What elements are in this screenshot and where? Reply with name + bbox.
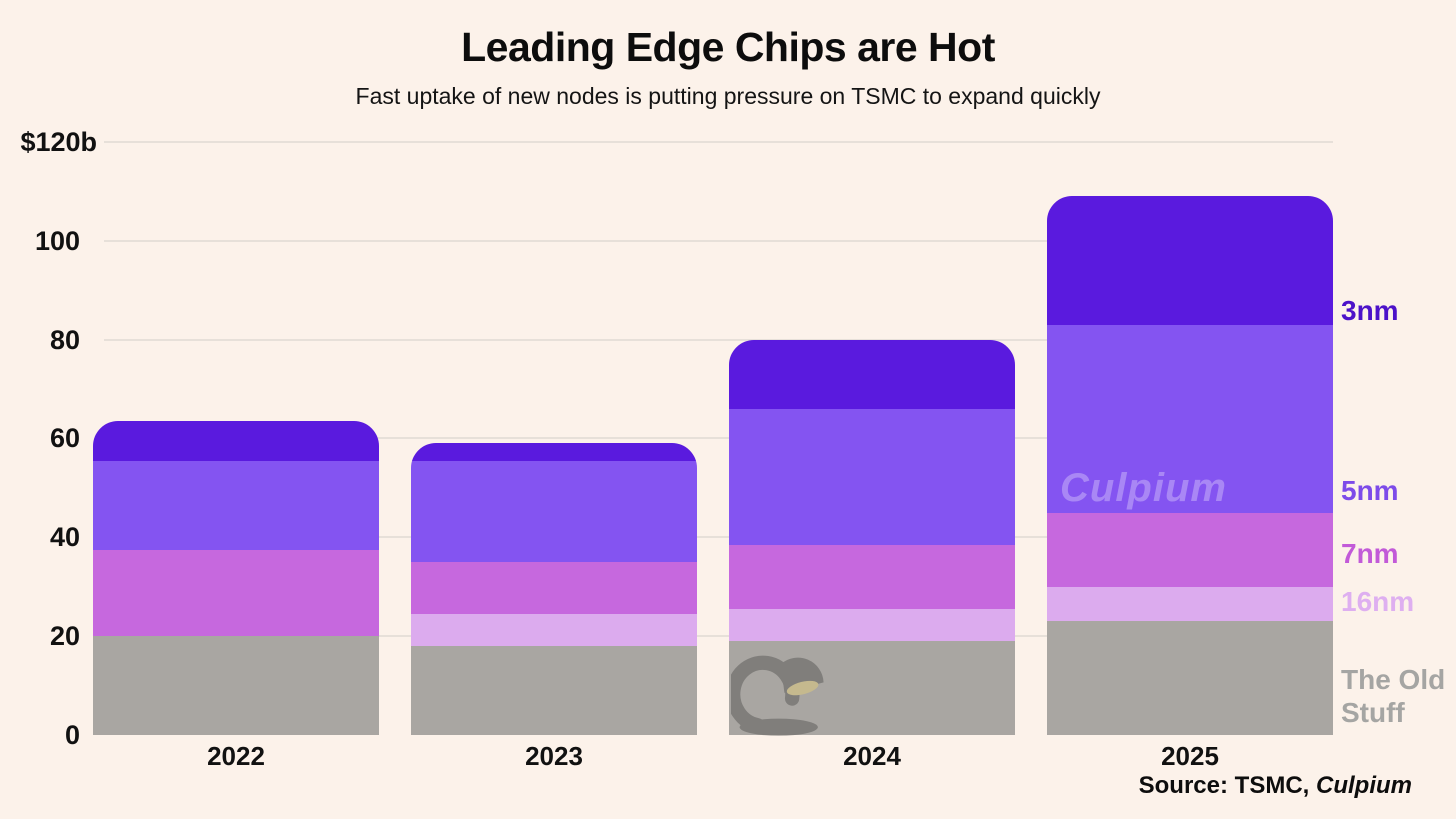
y-axis-tick-label-0: 0: [64, 720, 80, 750]
y-axis-tick-label-20: 20: [49, 621, 80, 652]
segment-7nm-2022[interactable]: [93, 549, 379, 637]
segment-7nm-2024[interactable]: [729, 544, 1015, 609]
segment-16nm-2023[interactable]: [411, 613, 697, 646]
lamp-logo-icon: [731, 655, 824, 736]
chart-subtitle: Fast uptake of new nodes is putting pres…: [355, 83, 1101, 109]
segment-the-old-stuff-2023[interactable]: [411, 646, 697, 735]
segment-5nm-2022[interactable]: [93, 460, 379, 550]
segment-5nm-2024[interactable]: [729, 408, 1015, 545]
segment-7nm-2023[interactable]: [411, 562, 697, 614]
source-caption: Source: TSMC, Culpium: [1139, 772, 1412, 800]
segment-5nm-2023[interactable]: [411, 460, 697, 563]
y-axis-tick-label-80: 80: [49, 324, 80, 355]
y-axis-tick-label-100: 100: [34, 225, 80, 256]
gridline-100: [104, 239, 1333, 242]
gridline-40: [104, 536, 1333, 539]
chart-title: Leading Edge Chips are Hot: [461, 24, 995, 70]
y-axis-tick-label-60: 60: [49, 423, 80, 454]
bar-2022[interactable]: [93, 421, 379, 735]
segment-16nm-2024[interactable]: [729, 608, 1015, 642]
x-axis-label-2024: 2024: [843, 741, 901, 771]
legend-label-16nm: 16nm: [1341, 586, 1415, 617]
gridline-60: [104, 437, 1333, 440]
segment-3nm-2023[interactable]: [411, 443, 697, 461]
x-axis-label-2022: 2022: [207, 741, 265, 771]
x-axis-label-2023: 2023: [525, 741, 583, 771]
segment-the-old-stuff-2022[interactable]: [93, 636, 379, 735]
legend-label-5nm: 5nm: [1341, 475, 1399, 506]
bar-2023[interactable]: [411, 443, 697, 735]
segment-3nm-2022[interactable]: [93, 421, 379, 461]
segment-16nm-2025[interactable]: [1047, 586, 1333, 622]
segment-7nm-2025[interactable]: [1047, 512, 1333, 587]
bar-2024[interactable]: [729, 339, 1015, 735]
source-prefix: Source: TSMC,: [1138, 772, 1316, 799]
source-brand: Culpium: [1316, 772, 1412, 799]
culpium-watermark: Culpium: [1060, 466, 1227, 510]
gridline-20: [104, 635, 1333, 638]
y-axis-tick-label-40: 40: [49, 522, 80, 553]
segment-3nm-2024[interactable]: [729, 339, 1015, 409]
segment-5nm-2025[interactable]: [1047, 324, 1333, 513]
legend-label-old-stuff: The Old Stuff: [1341, 664, 1446, 728]
y-axis-tick-label-120: $120b: [20, 126, 97, 157]
bar-2025[interactable]: [1047, 196, 1333, 735]
x-axis-label-2025: 2025: [1161, 741, 1219, 771]
gridline-120: [104, 140, 1333, 143]
segment-the-old-stuff-2025[interactable]: [1047, 621, 1333, 735]
gridline-80: [104, 338, 1333, 341]
segment-3nm-2025[interactable]: [1047, 196, 1333, 325]
legend-label-3nm: 3nm: [1341, 295, 1399, 326]
legend-label-7nm: 7nm: [1341, 538, 1399, 569]
